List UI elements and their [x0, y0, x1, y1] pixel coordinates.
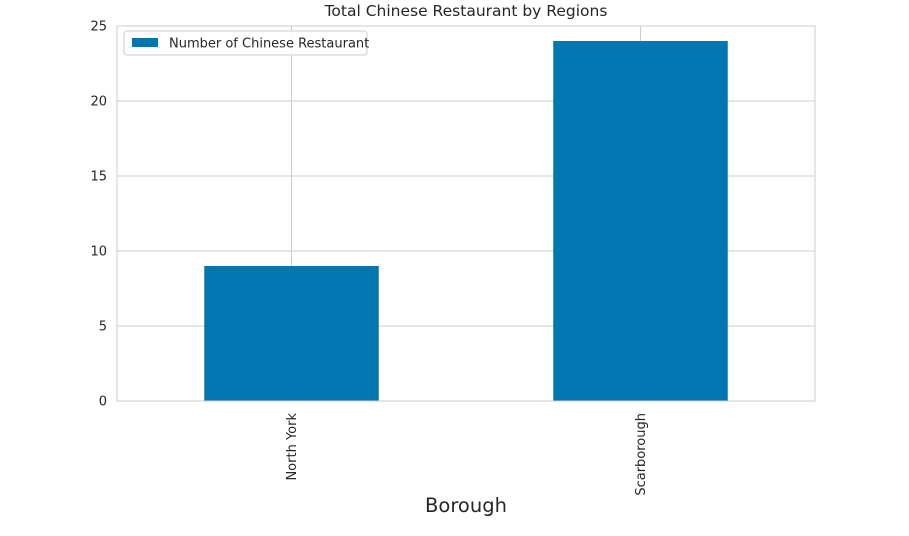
x-tick-label: Scarborough: [634, 413, 649, 496]
bars: [204, 41, 728, 401]
plot-frame: [116, 25, 816, 402]
y-tick-label: 5: [99, 320, 107, 335]
x-axis-label: Borough: [425, 494, 507, 517]
x-tick-labels: North York Scarborough: [285, 413, 649, 496]
bar-north-york: [204, 266, 379, 401]
y-tick-label: 10: [90, 245, 107, 260]
y-tick-label: 15: [90, 170, 107, 185]
legend-box: [123, 30, 368, 56]
y-tick-labels: 0 5 10 15 20 25: [90, 20, 107, 410]
bar-scarborough: [553, 41, 728, 401]
legend-label: Number of Chinese Restaurant: [169, 37, 369, 52]
y-tick-label: 20: [90, 95, 107, 110]
x-tick-label: North York: [285, 413, 300, 481]
chart-title: Total Chinese Restaurant by Regions: [324, 2, 608, 20]
y-tick-label: 25: [90, 20, 107, 35]
legend: Number of Chinese Restaurant: [123, 30, 369, 56]
legend-swatch: [132, 38, 158, 47]
y-tick-label: 0: [99, 395, 107, 410]
